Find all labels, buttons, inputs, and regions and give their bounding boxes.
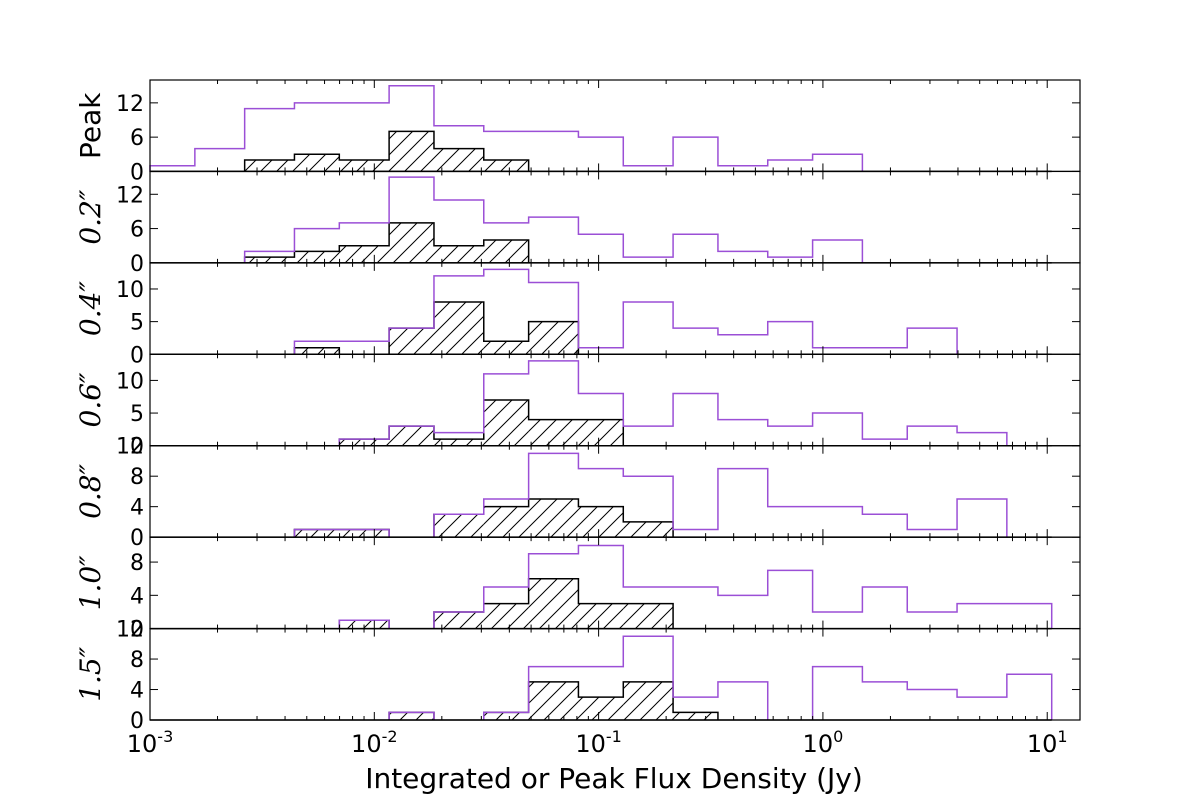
y-tick-label: 0 xyxy=(130,252,144,277)
hatched-bar xyxy=(528,499,579,538)
panel-label: 0.6″ xyxy=(74,372,107,428)
y-tick-label: 0 xyxy=(130,435,144,460)
hatched-bar xyxy=(483,160,529,172)
y-tick-label: 12 xyxy=(116,92,144,117)
hatched-bar xyxy=(339,620,390,629)
x-tick-label: 100 xyxy=(803,727,844,758)
y-tick-label: 12 xyxy=(116,183,144,208)
y-tick-label: 4 xyxy=(130,496,144,521)
y-tick-label: 5 xyxy=(130,311,144,336)
hatched-bar xyxy=(294,154,340,172)
hatched-bar xyxy=(528,681,579,720)
panel-label: 0.2″ xyxy=(74,189,107,245)
hatched-bar xyxy=(389,131,434,172)
y-tick-label: 6 xyxy=(130,126,144,151)
hatched-bar xyxy=(389,712,434,720)
y-tick-label: 0 xyxy=(130,618,144,643)
y-tick-label: 0 xyxy=(130,709,144,734)
hatched-bar xyxy=(433,439,484,446)
panel-label: 1.0″ xyxy=(74,555,107,611)
x-tick-label: 10-2 xyxy=(351,727,398,758)
all-sources-outline xyxy=(243,176,864,263)
x-axis: 10-3 10-2 10-1 100 101 xyxy=(127,727,1068,758)
hatched-bar xyxy=(528,578,579,629)
panel-label: 1.5″ xyxy=(74,646,107,702)
panel-1: 0 6 12 0.2″ xyxy=(74,170,1081,277)
x-axis-label: Integrated or Peak Flux Density (Jy) xyxy=(365,762,863,795)
hatched-bar xyxy=(389,328,434,355)
x-tick-label: 10-3 xyxy=(127,727,174,758)
x-tick-label: 10-1 xyxy=(575,727,622,758)
panel-frame xyxy=(149,262,1081,355)
hatched-bar xyxy=(528,419,579,446)
hatched-bar xyxy=(294,529,340,538)
hatched-bar xyxy=(483,341,529,355)
y-tick-label: 12 xyxy=(116,435,144,460)
panel-2: 0 5 10 0.4″ xyxy=(74,262,1081,368)
panel-label: 0.4″ xyxy=(74,281,107,337)
hatched-bar xyxy=(389,222,434,263)
panel-frame xyxy=(149,170,1081,264)
hatched-bar xyxy=(339,245,390,263)
hatched-bar xyxy=(673,712,718,720)
all-sources-outline xyxy=(338,360,1008,446)
y-tick-label: 0 xyxy=(130,526,144,551)
y-tick-label: 8 xyxy=(130,465,144,490)
hatched-bar xyxy=(483,712,529,720)
hatched-bar xyxy=(623,681,674,720)
hatched-bar xyxy=(483,603,529,629)
panel-label: Peak xyxy=(74,92,107,159)
hatched-bar xyxy=(578,506,624,538)
panel-frame xyxy=(149,627,1081,721)
y-tick-label: 5 xyxy=(130,402,144,427)
hatched-bar xyxy=(623,603,674,629)
y-tick-label: 10 xyxy=(116,369,144,394)
hatched-subset-outline xyxy=(243,222,530,263)
panel-4: 0 4 8 12 0.8″ xyxy=(74,435,1081,551)
x-tick-label: 101 xyxy=(1027,727,1068,758)
all-sources-outline xyxy=(388,635,1053,720)
hatched-bar xyxy=(433,245,484,263)
hatched-bar xyxy=(389,426,434,446)
panel-6: 0 4 8 12 1.5″ xyxy=(74,618,1081,734)
hatched-bar xyxy=(483,400,529,446)
hatched-bar xyxy=(244,257,295,263)
panel-5: 0 4 8 1.0″ xyxy=(74,536,1081,643)
hatched-bar xyxy=(623,521,674,538)
hatched-subset-outline xyxy=(243,130,530,172)
hatched-bar xyxy=(433,611,484,629)
all-sources-outline xyxy=(338,544,1053,629)
y-tick-label: 0 xyxy=(130,343,144,368)
y-tick-label: 6 xyxy=(130,218,144,243)
hatched-bar xyxy=(433,302,484,355)
hatched-bar xyxy=(578,603,624,629)
y-tick-label: 8 xyxy=(130,648,144,673)
hatched-bar xyxy=(578,697,624,720)
hatched-bar xyxy=(578,419,624,446)
hatched-bar xyxy=(528,321,579,355)
panel-3: 0 5 10 0.6″ xyxy=(74,353,1081,460)
hatched-bar xyxy=(483,506,529,538)
hatched-bar xyxy=(339,160,390,172)
hatched-bar xyxy=(483,240,529,263)
hatched-bar xyxy=(433,148,484,172)
hatched-bar xyxy=(294,251,340,263)
y-tick-label: 0 xyxy=(130,160,144,185)
hatched-bar xyxy=(244,160,295,172)
hatched-bar xyxy=(294,347,340,355)
y-tick-label: 12 xyxy=(116,618,144,643)
y-tick-label: 4 xyxy=(130,584,144,609)
y-tick-label: 10 xyxy=(116,278,144,303)
y-tick-label: 4 xyxy=(130,679,144,704)
panel-0: 0 6 12 Peak xyxy=(74,79,1081,185)
y-tick-label: 8 xyxy=(130,551,144,576)
all-sources-outline xyxy=(149,84,864,172)
panels-group: 0 6 12 Peak 0 6 12 0.2″ 0 5 10 0.4″ 0 5 10 0.6″ 0 4 8 12 0.8… xyxy=(74,79,1081,734)
hatched-bar xyxy=(433,514,484,538)
panel-label: 0.8″ xyxy=(74,463,107,519)
all-sources-outline xyxy=(293,452,1008,538)
all-sources-outline xyxy=(293,268,958,355)
panel-frame xyxy=(149,79,1081,173)
